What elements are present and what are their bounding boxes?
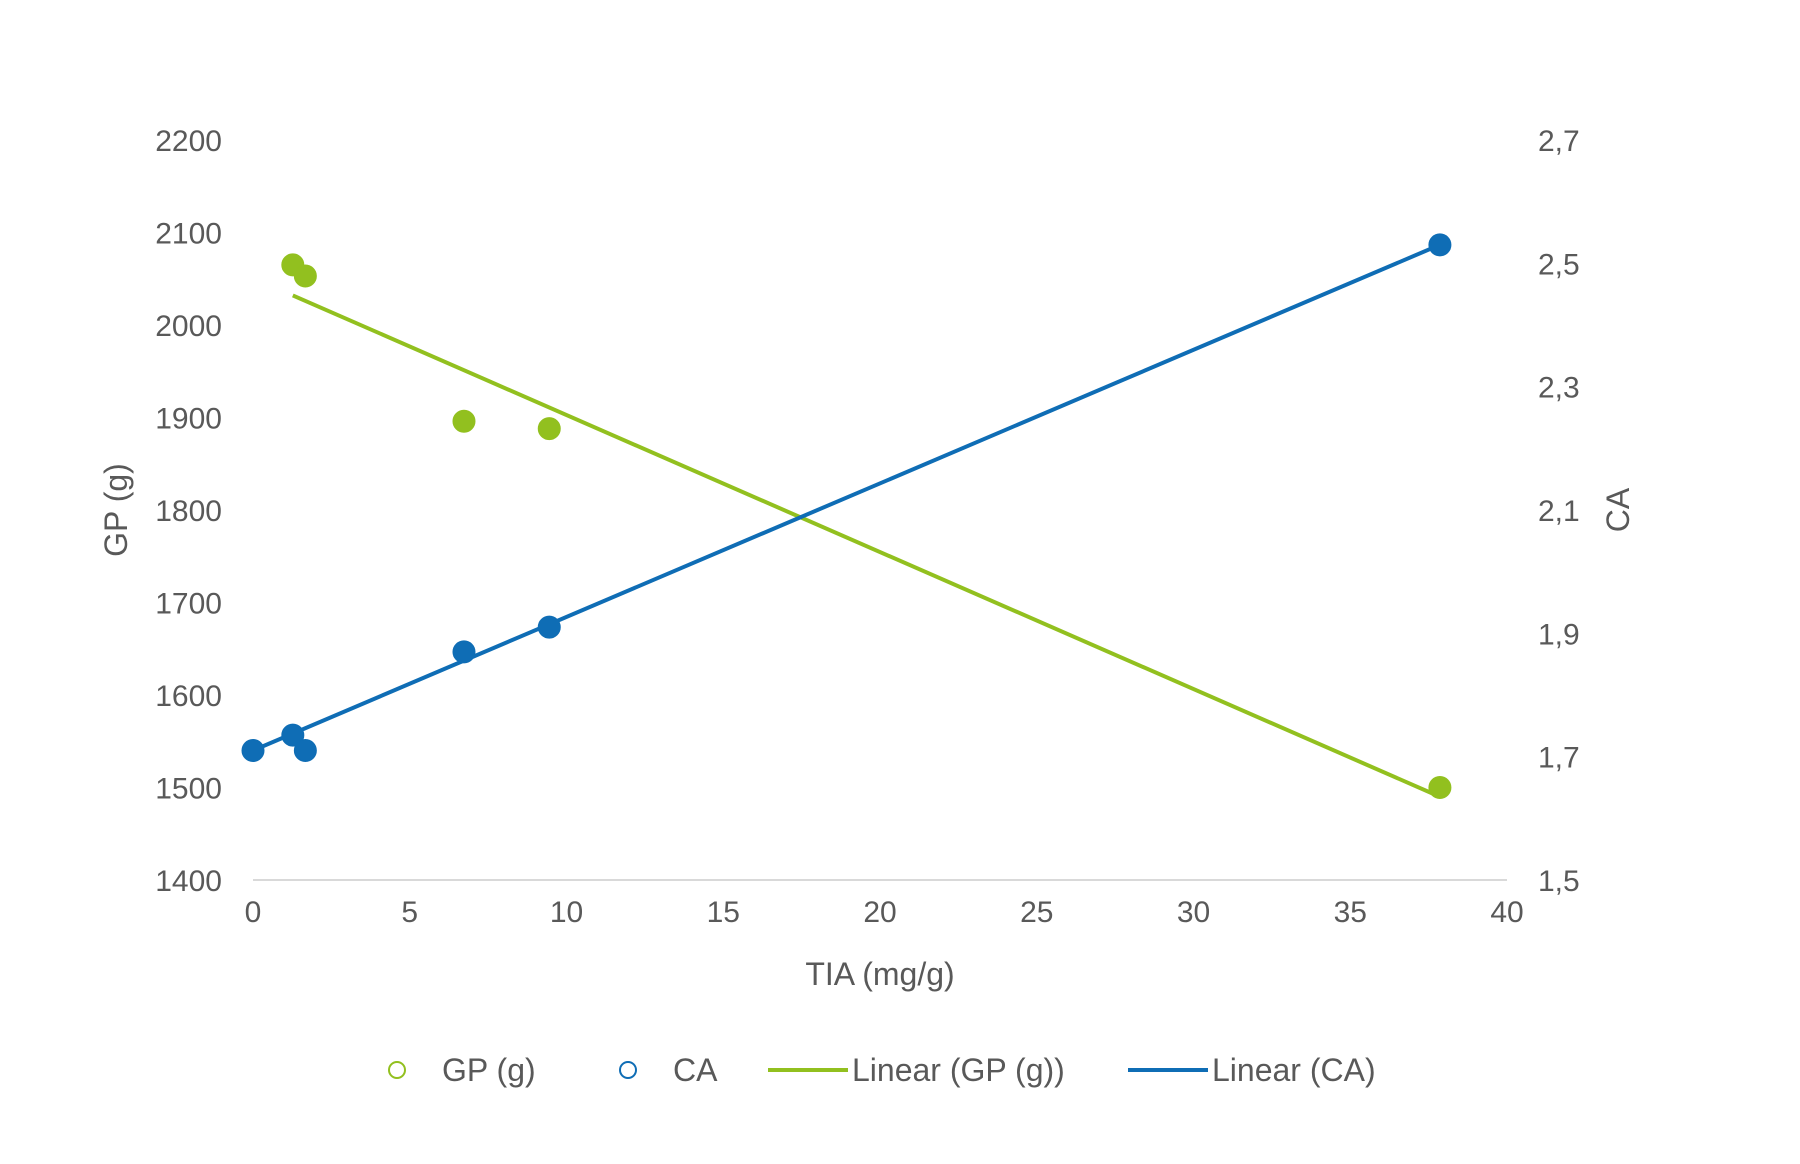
trendline-ca <box>252 242 1441 753</box>
x-tick-label: 15 <box>707 896 740 929</box>
y2-axis-title: CA <box>1600 487 1636 532</box>
x-tick-label: 35 <box>1334 896 1367 929</box>
trendlines <box>252 242 1441 799</box>
x-tick-label: 30 <box>1177 896 1210 929</box>
y2-tick-label: 2,5 <box>1538 248 1580 281</box>
gp-point <box>293 264 317 288</box>
ca-point <box>281 723 305 747</box>
y-tick-label: 1500 <box>155 773 222 806</box>
y-axis-title: GP (g) <box>98 463 134 557</box>
legend-label-linear-ca: Linear (CA) <box>1212 1052 1376 1088</box>
x-tick-label: 20 <box>863 896 896 929</box>
y-tick-label: 2000 <box>155 310 222 343</box>
ca-point <box>293 739 317 762</box>
legend-marker-gp <box>388 1061 406 1079</box>
y2-tick-label: 1,9 <box>1538 618 1580 651</box>
data-points <box>241 233 1452 799</box>
ca-point <box>241 739 265 762</box>
x-tick-label: 10 <box>550 896 583 929</box>
y-tick-label: 2100 <box>155 218 222 251</box>
y2-tick-label: 1,7 <box>1538 742 1580 775</box>
y2-tick-label: 1,5 <box>1538 865 1580 898</box>
y2-tick-label: 2,3 <box>1538 372 1580 405</box>
y-tick-label: 1700 <box>155 588 222 621</box>
y2-tick-label: 2,7 <box>1538 125 1580 158</box>
y-tick-label: 2200 <box>155 125 222 158</box>
x-tick-label: 25 <box>1020 896 1053 929</box>
y-tick-label: 1900 <box>155 403 222 436</box>
ca-point <box>1428 233 1452 257</box>
tick-labels: 0 5 10 15 20 25 30 35 40 1400 1500 1600 1700 1800 1900… <box>155 125 1579 929</box>
legend-marker-ca <box>619 1061 637 1079</box>
x-tick-label: 0 <box>245 896 262 929</box>
gp-point <box>1428 776 1452 799</box>
y2-tick-label: 2,1 <box>1538 495 1580 528</box>
ca-point <box>537 615 561 639</box>
ca-point <box>452 640 476 664</box>
gp-point <box>537 417 561 441</box>
gp-point <box>452 409 476 433</box>
legend: GP (g) CA Linear (GP (g)) Linear (CA) <box>388 1052 1376 1088</box>
legend-label-ca: CA <box>673 1052 718 1088</box>
legend-label-linear-gp: Linear (GP (g)) <box>852 1052 1065 1088</box>
y-tick-label: 1600 <box>155 680 222 713</box>
y-tick-label: 1400 <box>155 865 222 898</box>
x-axis-title: TIA (mg/g) <box>805 956 954 992</box>
x-tick-label: 5 <box>401 896 418 929</box>
x-tick-label: 40 <box>1490 896 1523 929</box>
legend-label-gp: GP (g) <box>442 1052 536 1088</box>
trendline-gp <box>292 293 1441 799</box>
y-tick-label: 1800 <box>155 495 222 528</box>
